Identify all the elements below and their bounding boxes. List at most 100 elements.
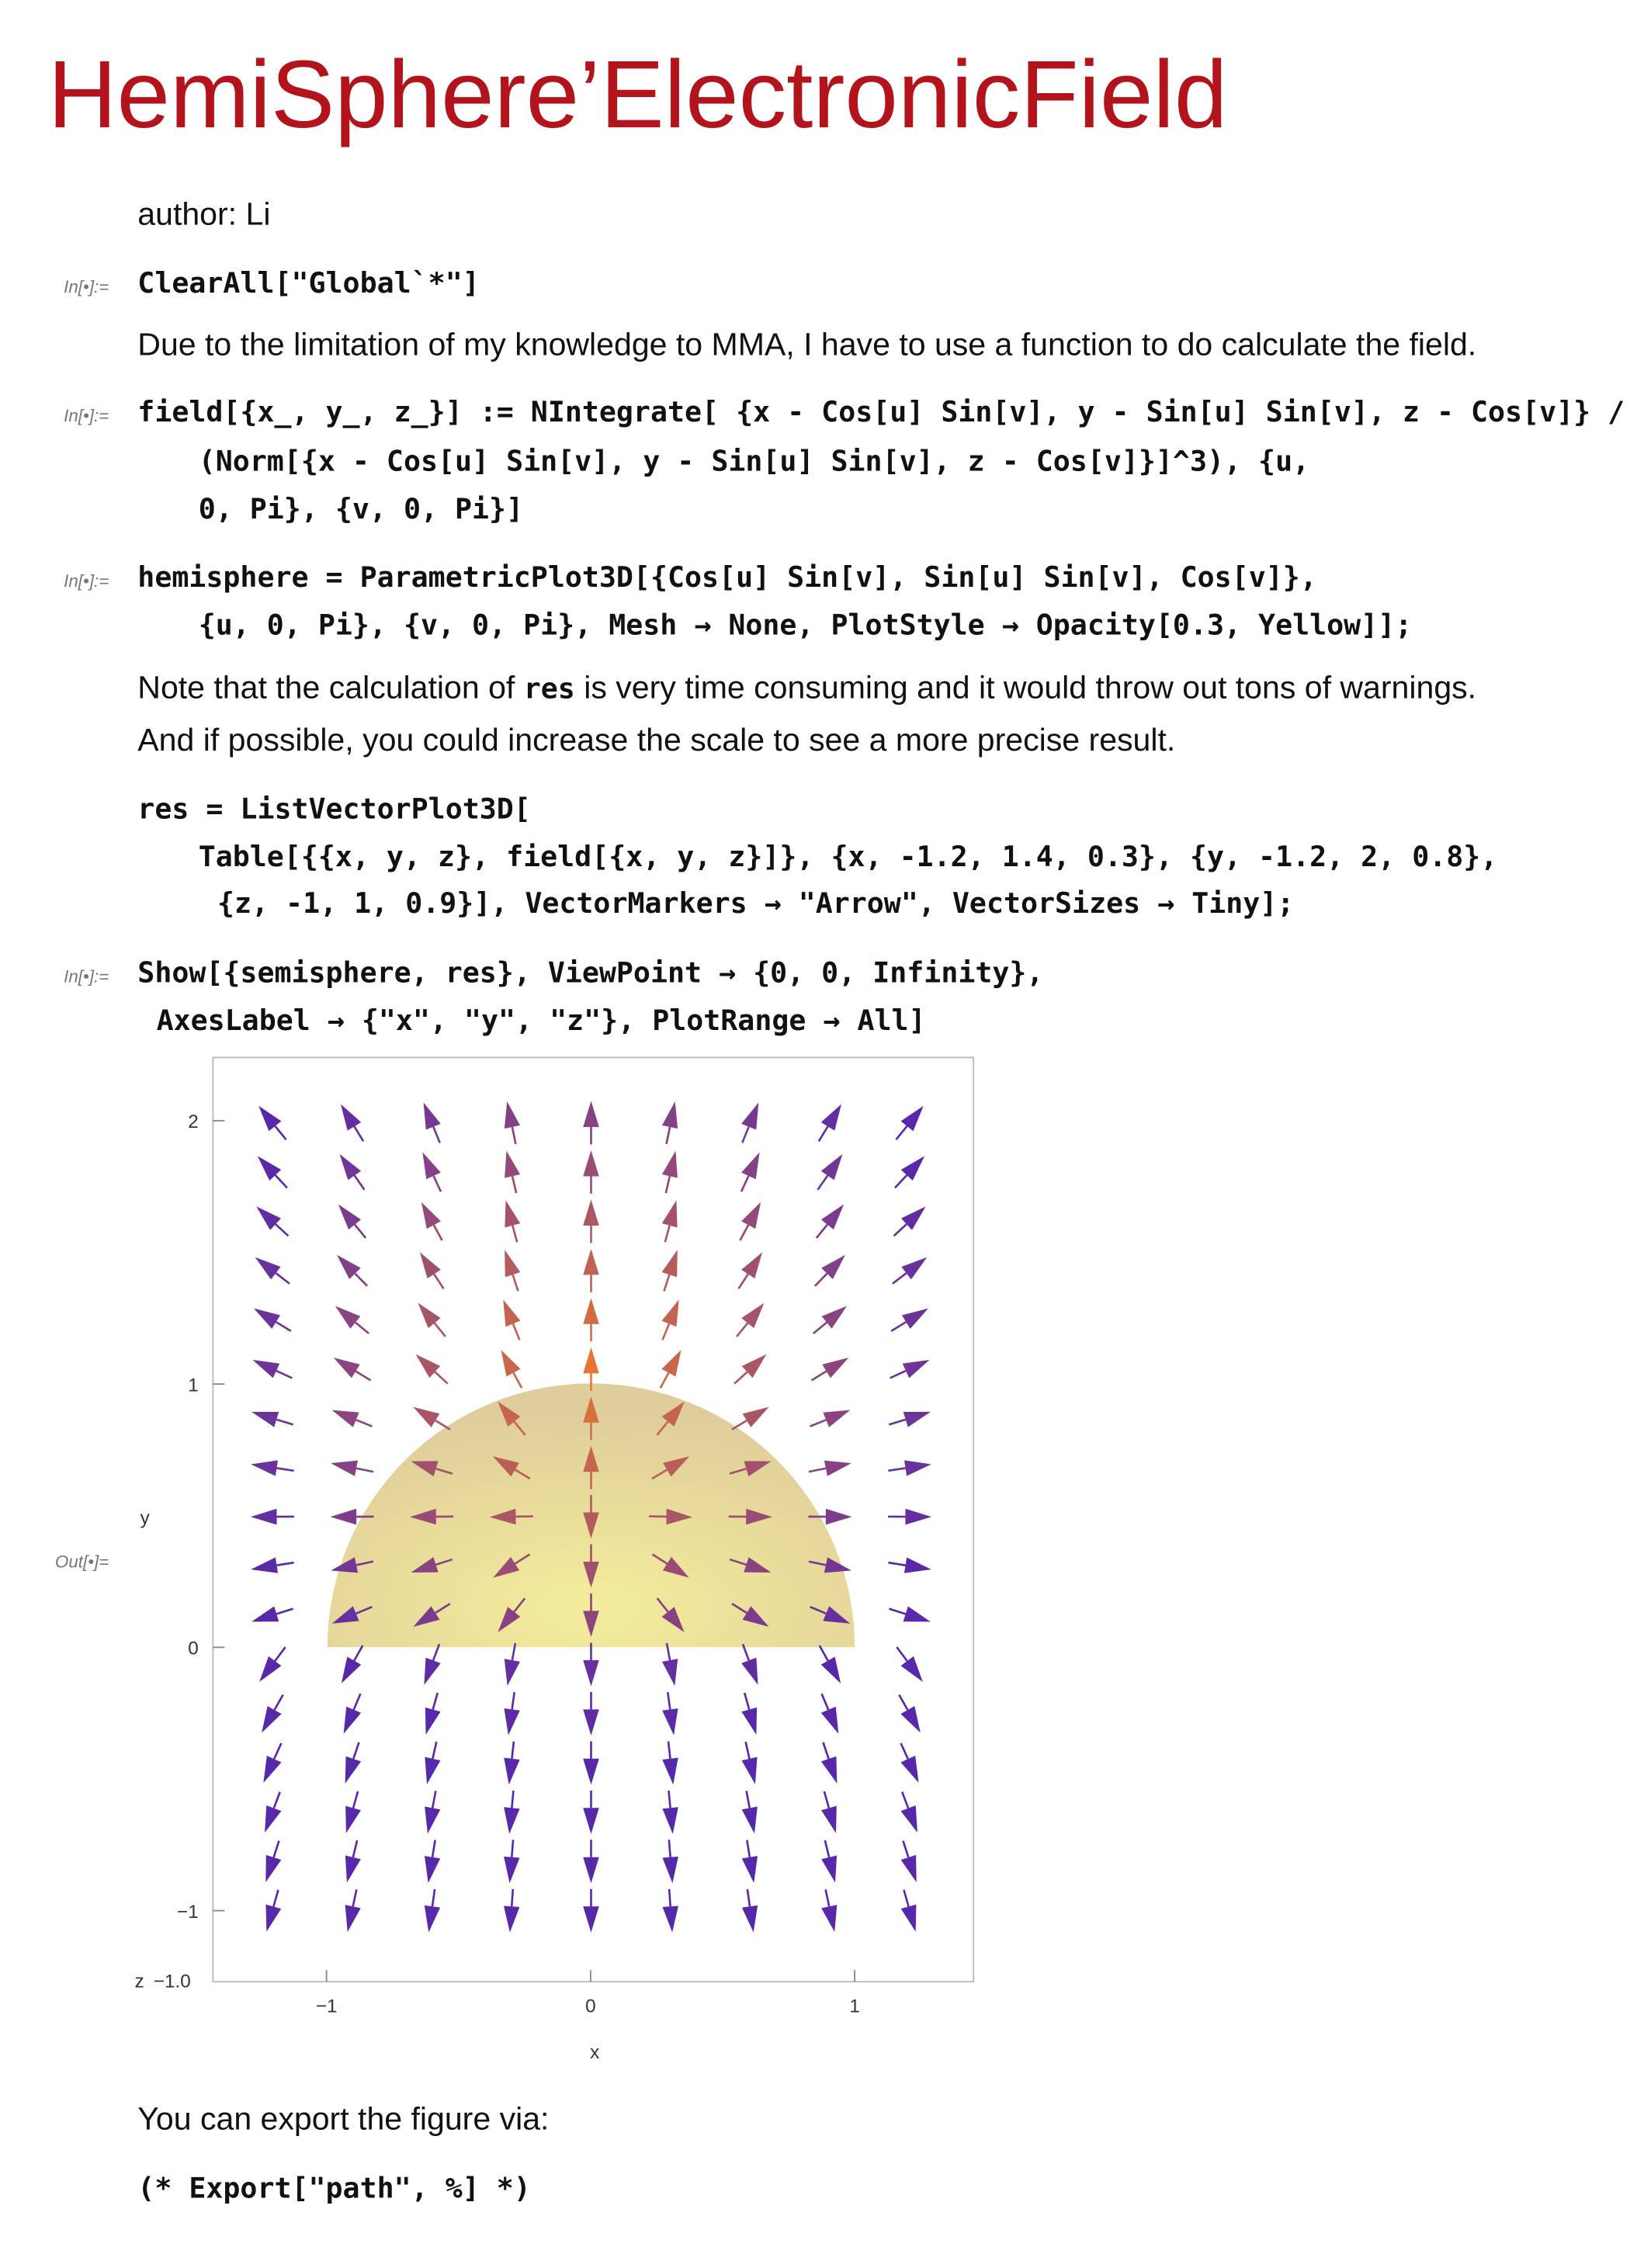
arrow-shaft: [511, 1176, 518, 1194]
arrow-head: [251, 1606, 279, 1622]
arrow-head: [503, 1299, 521, 1327]
arrow-shaft: [273, 1694, 284, 1711]
arrow-shaft: [813, 1272, 828, 1287]
arrow-shaft: [810, 1419, 827, 1427]
text-line: And if possible, you could increase the …: [137, 722, 1175, 758]
arrow-shaft: [737, 1273, 749, 1289]
arrow-head: [345, 1905, 361, 1933]
arrow-head: [583, 1248, 599, 1275]
arrow-head: [904, 1460, 931, 1476]
arrow-shaft: [893, 1223, 907, 1237]
arrow-shaft: [668, 1790, 671, 1809]
arrow-head: [583, 1561, 599, 1588]
arrow-head: [901, 1308, 928, 1329]
arrow-head: [820, 1706, 839, 1734]
arrow-head: [662, 1708, 678, 1736]
arrow-head: [505, 1200, 521, 1228]
arrow-shaft: [272, 1889, 279, 1907]
arrow-shaft: [815, 1223, 828, 1239]
arrow-shaft: [432, 1741, 438, 1760]
arrow-shaft: [275, 1272, 290, 1285]
arrow-head: [744, 1461, 772, 1477]
y-tick-label: 2: [188, 1111, 199, 1132]
arrow-head: [905, 1508, 932, 1525]
arrow-head: [583, 1298, 599, 1324]
arrow-shaft: [432, 1224, 443, 1241]
arrow-head: [583, 1512, 599, 1539]
arrow-shaft: [901, 1791, 910, 1809]
arrow-head: [820, 1153, 843, 1181]
arrow-head: [425, 1756, 441, 1784]
arrow-head: [504, 1101, 521, 1129]
arrow-head: [583, 1396, 599, 1423]
arrow-shaft: [435, 1558, 453, 1566]
arrow-head: [583, 1199, 599, 1226]
arrow-shaft: [432, 1175, 442, 1192]
arrow-shaft: [431, 1840, 436, 1857]
arrow-head: [263, 1756, 282, 1783]
arrow-head: [505, 1150, 521, 1178]
arrow-shaft: [664, 1176, 671, 1194]
arrow-head: [902, 1360, 930, 1378]
arrow-head: [822, 1358, 849, 1378]
arrow-head: [254, 1308, 281, 1329]
arrow-head: [900, 1904, 917, 1932]
arrow-head: [821, 1855, 838, 1883]
arrow-shaft: [743, 1692, 751, 1710]
arrow-shaft: [810, 1370, 827, 1382]
arrow-head: [741, 1152, 760, 1180]
arrow-shaft: [731, 1419, 747, 1431]
arrow-shaft: [353, 1125, 365, 1143]
code-line: Table[{{x, y, z}, field[{x, y, z}]}, {x,…: [199, 840, 1498, 873]
code-line: (Norm[{x - Cos[u] Sin[v], y - Sin[u] Sin…: [199, 445, 1309, 478]
arrow-shaft: [353, 1645, 364, 1662]
arrow-shaft: [433, 1273, 445, 1289]
text-span: is very time consuming and it would thro…: [575, 670, 1476, 706]
y-tick-label: 1: [188, 1375, 199, 1396]
arrow-shaft: [651, 1553, 668, 1565]
arrow-shaft: [665, 1126, 671, 1145]
arrow-head: [265, 1904, 282, 1932]
arrow-shaft: [656, 1420, 669, 1436]
arrow-shaft: [435, 1419, 451, 1431]
arrow-shaft: [888, 1607, 907, 1615]
arrow-shaft: [822, 1742, 830, 1760]
arrow-head: [741, 1102, 759, 1130]
arrow-head: [901, 1206, 926, 1230]
arrow-shaft: [810, 1606, 827, 1615]
arrow-head: [900, 1854, 917, 1882]
arrow-head: [823, 1410, 851, 1427]
arrow-head: [258, 1105, 282, 1132]
arrow-shaft: [824, 1840, 831, 1858]
code-line: {z, -1, 1, 0.9}], VectorMarkers → "Arrow…: [217, 886, 1294, 920]
arrow-shaft: [276, 1561, 294, 1566]
arrow-shaft: [812, 1321, 827, 1335]
arrow-shaft: [432, 1126, 441, 1143]
arrow-shaft: [275, 1223, 290, 1237]
arrow-head: [583, 1347, 599, 1374]
arrow-head: [256, 1206, 281, 1230]
arrow-head: [903, 1557, 931, 1573]
arrow-head: [418, 1302, 441, 1329]
arrow-shaft: [888, 1561, 906, 1566]
arrow-head: [335, 1306, 361, 1329]
arrow-head: [489, 1508, 516, 1525]
arrow-head: [345, 1805, 361, 1833]
arrow-shaft: [272, 1791, 281, 1809]
arrow-head: [820, 1756, 838, 1784]
arrow-shaft: [512, 1225, 518, 1243]
arrow-head: [345, 1756, 362, 1784]
author: author: Li: [137, 196, 270, 231]
arrow-head: [661, 1401, 685, 1427]
arrow-head: [742, 1606, 769, 1627]
arrow-shaft: [512, 1372, 523, 1389]
arrow-shaft: [729, 1558, 747, 1566]
in-label: In[•]:=: [64, 406, 109, 425]
arrow-shaft: [355, 1560, 374, 1566]
arrow-head: [583, 1659, 599, 1687]
code-line: AxesLabel → {"x", "y", "z"}, PlotRange →…: [157, 1004, 926, 1037]
code-line: res = ListVectorPlot3D[: [137, 792, 531, 826]
arrow-head: [741, 1756, 758, 1784]
arrow-shaft: [433, 1322, 446, 1337]
arrow-head: [583, 1857, 599, 1884]
